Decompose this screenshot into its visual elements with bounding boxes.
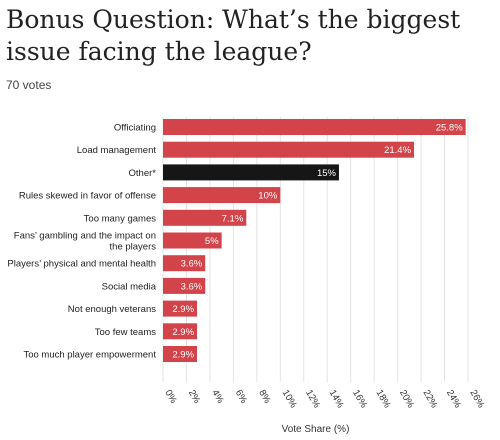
x-tick-label: 8% bbox=[256, 388, 273, 406]
x-tick-label: 0% bbox=[162, 388, 179, 406]
bar bbox=[163, 277, 206, 294]
value-label: 15% bbox=[317, 168, 337, 179]
bar bbox=[163, 346, 198, 362]
bar bbox=[163, 323, 198, 340]
x-tick-label: 4% bbox=[209, 388, 226, 406]
category-label: Rules skewed in favor of offense bbox=[19, 191, 156, 202]
category-label: Other* bbox=[129, 168, 157, 179]
bar bbox=[163, 141, 415, 158]
x-tick-label: 20% bbox=[397, 388, 416, 410]
value-label: 7.1% bbox=[222, 213, 244, 224]
bar bbox=[163, 232, 222, 249]
category-label: Not enough veterans bbox=[68, 304, 156, 315]
x-tick-label: 18% bbox=[374, 388, 393, 410]
bar bbox=[163, 209, 247, 226]
bar bbox=[163, 300, 198, 317]
category-label: Too much player empowerment bbox=[23, 350, 156, 361]
category-label: Too few teams bbox=[95, 327, 156, 338]
x-tick-label: 14% bbox=[327, 388, 346, 410]
x-tick-label: 10% bbox=[280, 388, 299, 410]
value-label: 5% bbox=[205, 236, 219, 247]
x-tick-label: 2% bbox=[186, 388, 203, 406]
chart-title: Bonus Question: What’s the biggest issue… bbox=[6, 5, 461, 66]
bar bbox=[163, 164, 339, 181]
x-tick-label: 26% bbox=[467, 388, 486, 410]
value-label: 3.6% bbox=[181, 281, 203, 292]
x-tick-label: 6% bbox=[233, 388, 250, 406]
value-label: 21.4% bbox=[384, 145, 411, 156]
category-label: Fans’ gambling and the impact on the play… bbox=[14, 231, 156, 253]
vote-count: 70 votes bbox=[6, 78, 52, 92]
value-label: 2.9% bbox=[172, 350, 194, 361]
value-label: 2.9% bbox=[172, 327, 194, 338]
category-label: Players’ physical and mental health bbox=[7, 259, 156, 270]
value-label: 3.6% bbox=[181, 259, 203, 270]
category-label: Social media bbox=[102, 281, 157, 292]
x-tick-label: 24% bbox=[444, 388, 463, 410]
bar bbox=[163, 187, 281, 204]
value-label: 2.9% bbox=[172, 304, 194, 315]
category-label: Too many games bbox=[84, 213, 157, 224]
category-label: Officiating bbox=[114, 123, 156, 134]
category-label: Load management bbox=[77, 145, 157, 156]
bar bbox=[163, 255, 206, 272]
x-tick-label: 12% bbox=[303, 388, 322, 410]
x-tick-label: 22% bbox=[420, 388, 439, 410]
x-tick-label: 16% bbox=[350, 388, 369, 410]
value-label: 10% bbox=[258, 191, 278, 202]
bar bbox=[163, 119, 466, 135]
value-label: 25.8% bbox=[436, 123, 463, 134]
x-axis-title: Vote Share (%) bbox=[282, 424, 350, 435]
